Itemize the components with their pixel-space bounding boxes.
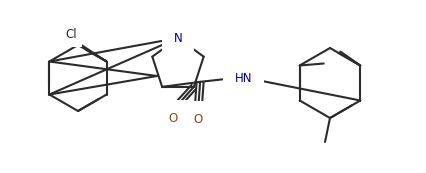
Text: N: N — [173, 31, 182, 44]
Text: O: O — [168, 112, 177, 125]
Text: Cl: Cl — [65, 29, 76, 42]
Text: O: O — [193, 113, 202, 126]
Text: HN: HN — [235, 72, 252, 85]
